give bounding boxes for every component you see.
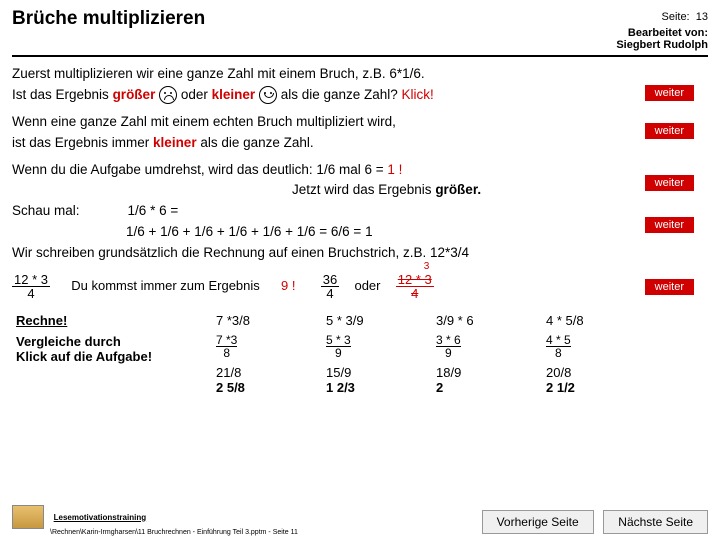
page-label: Seite: 13 xyxy=(661,11,708,23)
ans-c1: 21/82 5/8 xyxy=(212,362,322,398)
super-3: 3 xyxy=(424,261,430,272)
weiter-button-4[interactable]: weiter xyxy=(645,217,694,233)
prev-page-button[interactable]: Vorherige Seite xyxy=(482,510,594,534)
author: Bearbeitet von:Siegbert Rudolph xyxy=(616,27,708,51)
weiter-button-5[interactable]: weiter xyxy=(645,279,694,295)
weiter-button-2[interactable]: weiter xyxy=(645,123,694,139)
intro-line-1: Zuerst multiplizieren wir eine ganze Zah… xyxy=(12,65,708,84)
result-9: 9 ! xyxy=(281,278,295,293)
col-h-2[interactable]: 5 * 3/9 xyxy=(322,310,432,331)
sad-face-icon xyxy=(159,86,177,104)
explain-line-2: Jetzt wird das Ergebnis größer. xyxy=(12,181,708,200)
fraction-cancelled: 12 * 34 xyxy=(396,273,434,300)
weiter-button-3[interactable]: weiter xyxy=(645,175,694,191)
ans-c2: 15/91 2/3 xyxy=(322,362,432,398)
ans-c4: 20/82 1/2 xyxy=(542,362,652,398)
frac-c1: 7 *38 xyxy=(216,334,237,359)
compare-text: Vergleiche durchKlick auf die Aufgabe! xyxy=(12,331,212,398)
footer-title: Lesemotivationstraining xyxy=(54,513,146,522)
logo-icon xyxy=(12,505,44,529)
result-text: Du kommst immer zum Ergebnis xyxy=(71,278,260,293)
klick-link[interactable]: Klick! xyxy=(402,87,434,102)
frac-c4: 4 * 58 xyxy=(546,334,571,359)
rule-bruchstrich: Wir schreiben grundsätzlich die Rechnung… xyxy=(12,244,708,263)
rechne-header: Rechne! xyxy=(12,310,212,331)
weiter-button-1[interactable]: weiter xyxy=(645,85,694,101)
next-page-button[interactable]: Nächste Seite xyxy=(603,510,708,534)
fraction-36-4: 364 xyxy=(321,273,339,300)
page-title: Brüche multiplizieren xyxy=(12,8,205,30)
col-h-3[interactable]: 3/9 * 6 xyxy=(432,310,542,331)
rule-line-2: ist das Ergebnis immer kleiner als die g… xyxy=(12,134,708,153)
rule-line-1: Wenn eine ganze Zahl mit einem echten Br… xyxy=(12,113,708,132)
explain-line-1: Wenn du die Aufgabe umdrehst, wird das d… xyxy=(12,161,708,180)
frac-c3: 3 * 69 xyxy=(436,334,461,359)
oder-text: oder xyxy=(354,278,380,293)
exercise-table: Rechne! 7 *3/8 5 * 3/9 3/9 * 6 4 * 5/8 V… xyxy=(12,310,708,398)
ans-c3: 18/92 xyxy=(432,362,542,398)
expansion: 1/6 + 1/6 + 1/6 + 1/6 + 1/6 + 1/6 = 6/6 … xyxy=(12,223,708,242)
col-h-4[interactable]: 4 * 5/8 xyxy=(542,310,652,331)
intro-line-2: Ist das Ergebnis größer oder kleiner als… xyxy=(12,86,708,105)
schau-mal: Schau mal:1/6 * 6 = xyxy=(12,202,708,221)
col-h-1[interactable]: 7 *3/8 xyxy=(212,310,322,331)
happy-face-icon xyxy=(259,86,277,104)
frac-c2: 5 * 39 xyxy=(326,334,351,359)
fraction-12x3-4: 12 * 34 xyxy=(12,273,50,300)
